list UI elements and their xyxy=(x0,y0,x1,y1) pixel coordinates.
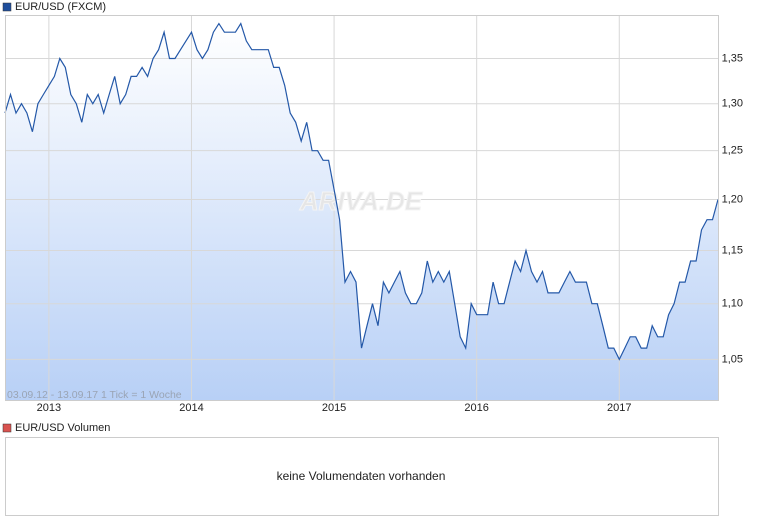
volume-swatch xyxy=(2,423,12,433)
y-tick-label: 1,30 xyxy=(722,98,743,110)
legend-label: EUR/USD (FXCM) xyxy=(15,1,106,13)
x-tick-label: 2013 xyxy=(37,402,61,414)
volume-message: keine Volumendaten vorhanden xyxy=(277,469,446,483)
watermark: ARIVA.DE xyxy=(299,186,423,216)
legend-swatch xyxy=(2,2,12,12)
plot-frame xyxy=(5,15,719,401)
footnote: 03.09.12 - 13.09.17 1 Tick = 1 Woche xyxy=(7,389,182,401)
y-tick-label: 1,05 xyxy=(722,353,743,365)
y-tick-label: 1,35 xyxy=(722,52,743,64)
x-tick-label: 2015 xyxy=(322,402,346,414)
x-tick-label: 2016 xyxy=(464,402,488,414)
y-tick-label: 1,10 xyxy=(722,298,743,310)
y-tick-label: 1,15 xyxy=(722,244,743,256)
area xyxy=(5,23,718,400)
y-tick-label: 1,20 xyxy=(722,193,743,205)
line xyxy=(4,22,719,361)
x-tick-label: 2017 xyxy=(607,402,631,414)
volume-panel xyxy=(5,437,719,516)
y-tick-label: 1,25 xyxy=(722,145,743,157)
x-tick-label: 2014 xyxy=(179,402,203,414)
volume-label: EUR/USD Volumen xyxy=(15,422,110,434)
